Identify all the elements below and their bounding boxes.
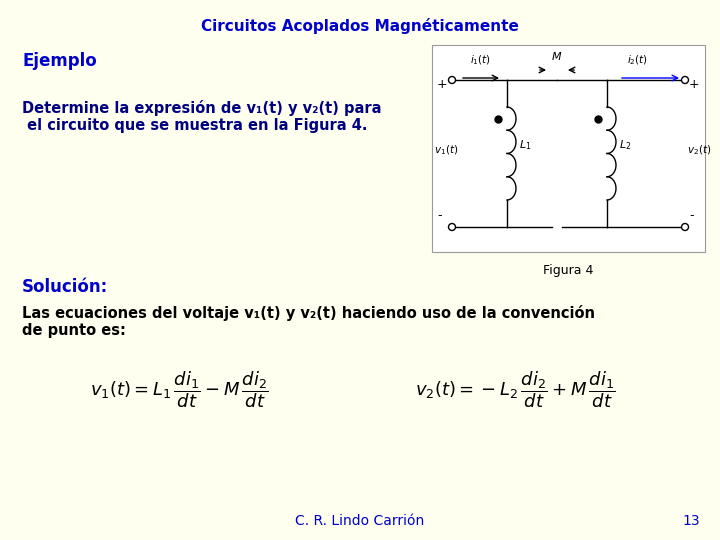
Text: +: + xyxy=(689,78,700,91)
Text: -: - xyxy=(437,209,441,222)
Text: Las ecuaciones del voltaje v₁(t) y v₂(t) haciendo uso de la convención: Las ecuaciones del voltaje v₁(t) y v₂(t)… xyxy=(22,305,595,321)
Text: +: + xyxy=(437,78,448,91)
Circle shape xyxy=(682,77,688,84)
Circle shape xyxy=(682,224,688,231)
Text: $v_2(t)$: $v_2(t)$ xyxy=(687,144,711,157)
Text: $v_1(t) = L_1\,\dfrac{di_1}{dt} - M\,\dfrac{di_2}{dt}$: $v_1(t) = L_1\,\dfrac{di_1}{dt} - M\,\df… xyxy=(90,370,269,410)
Text: C. R. Lindo Carrión: C. R. Lindo Carrión xyxy=(295,514,425,528)
Text: $L_1$: $L_1$ xyxy=(519,138,531,152)
Text: Ejemplo: Ejemplo xyxy=(22,52,96,70)
Text: -: - xyxy=(689,209,693,222)
Text: Solución:: Solución: xyxy=(22,278,108,296)
Text: $v_2(t) = -L_2\,\dfrac{di_2}{dt} + M\,\dfrac{di_1}{dt}$: $v_2(t) = -L_2\,\dfrac{di_2}{dt} + M\,\d… xyxy=(415,370,616,410)
Text: Circuitos Acoplados Magnéticamente: Circuitos Acoplados Magnéticamente xyxy=(201,18,519,34)
Circle shape xyxy=(449,77,456,84)
Text: 13: 13 xyxy=(683,514,700,528)
Text: $L_2$: $L_2$ xyxy=(619,138,631,152)
Text: $v_1(t)$: $v_1(t)$ xyxy=(434,144,459,157)
Circle shape xyxy=(449,224,456,231)
Bar xyxy=(432,45,705,252)
Text: el circuito que se muestra en la Figura 4.: el circuito que se muestra en la Figura … xyxy=(22,118,367,133)
Text: $i_2(t)$: $i_2(t)$ xyxy=(627,53,648,66)
Text: Figura 4: Figura 4 xyxy=(544,264,594,277)
Text: $M$: $M$ xyxy=(552,50,562,62)
Text: $i_1(t)$: $i_1(t)$ xyxy=(470,53,491,66)
Text: de punto es:: de punto es: xyxy=(22,323,126,338)
Text: Determine la expresión de v₁(t) y v₂(t) para: Determine la expresión de v₁(t) y v₂(t) … xyxy=(22,100,382,116)
